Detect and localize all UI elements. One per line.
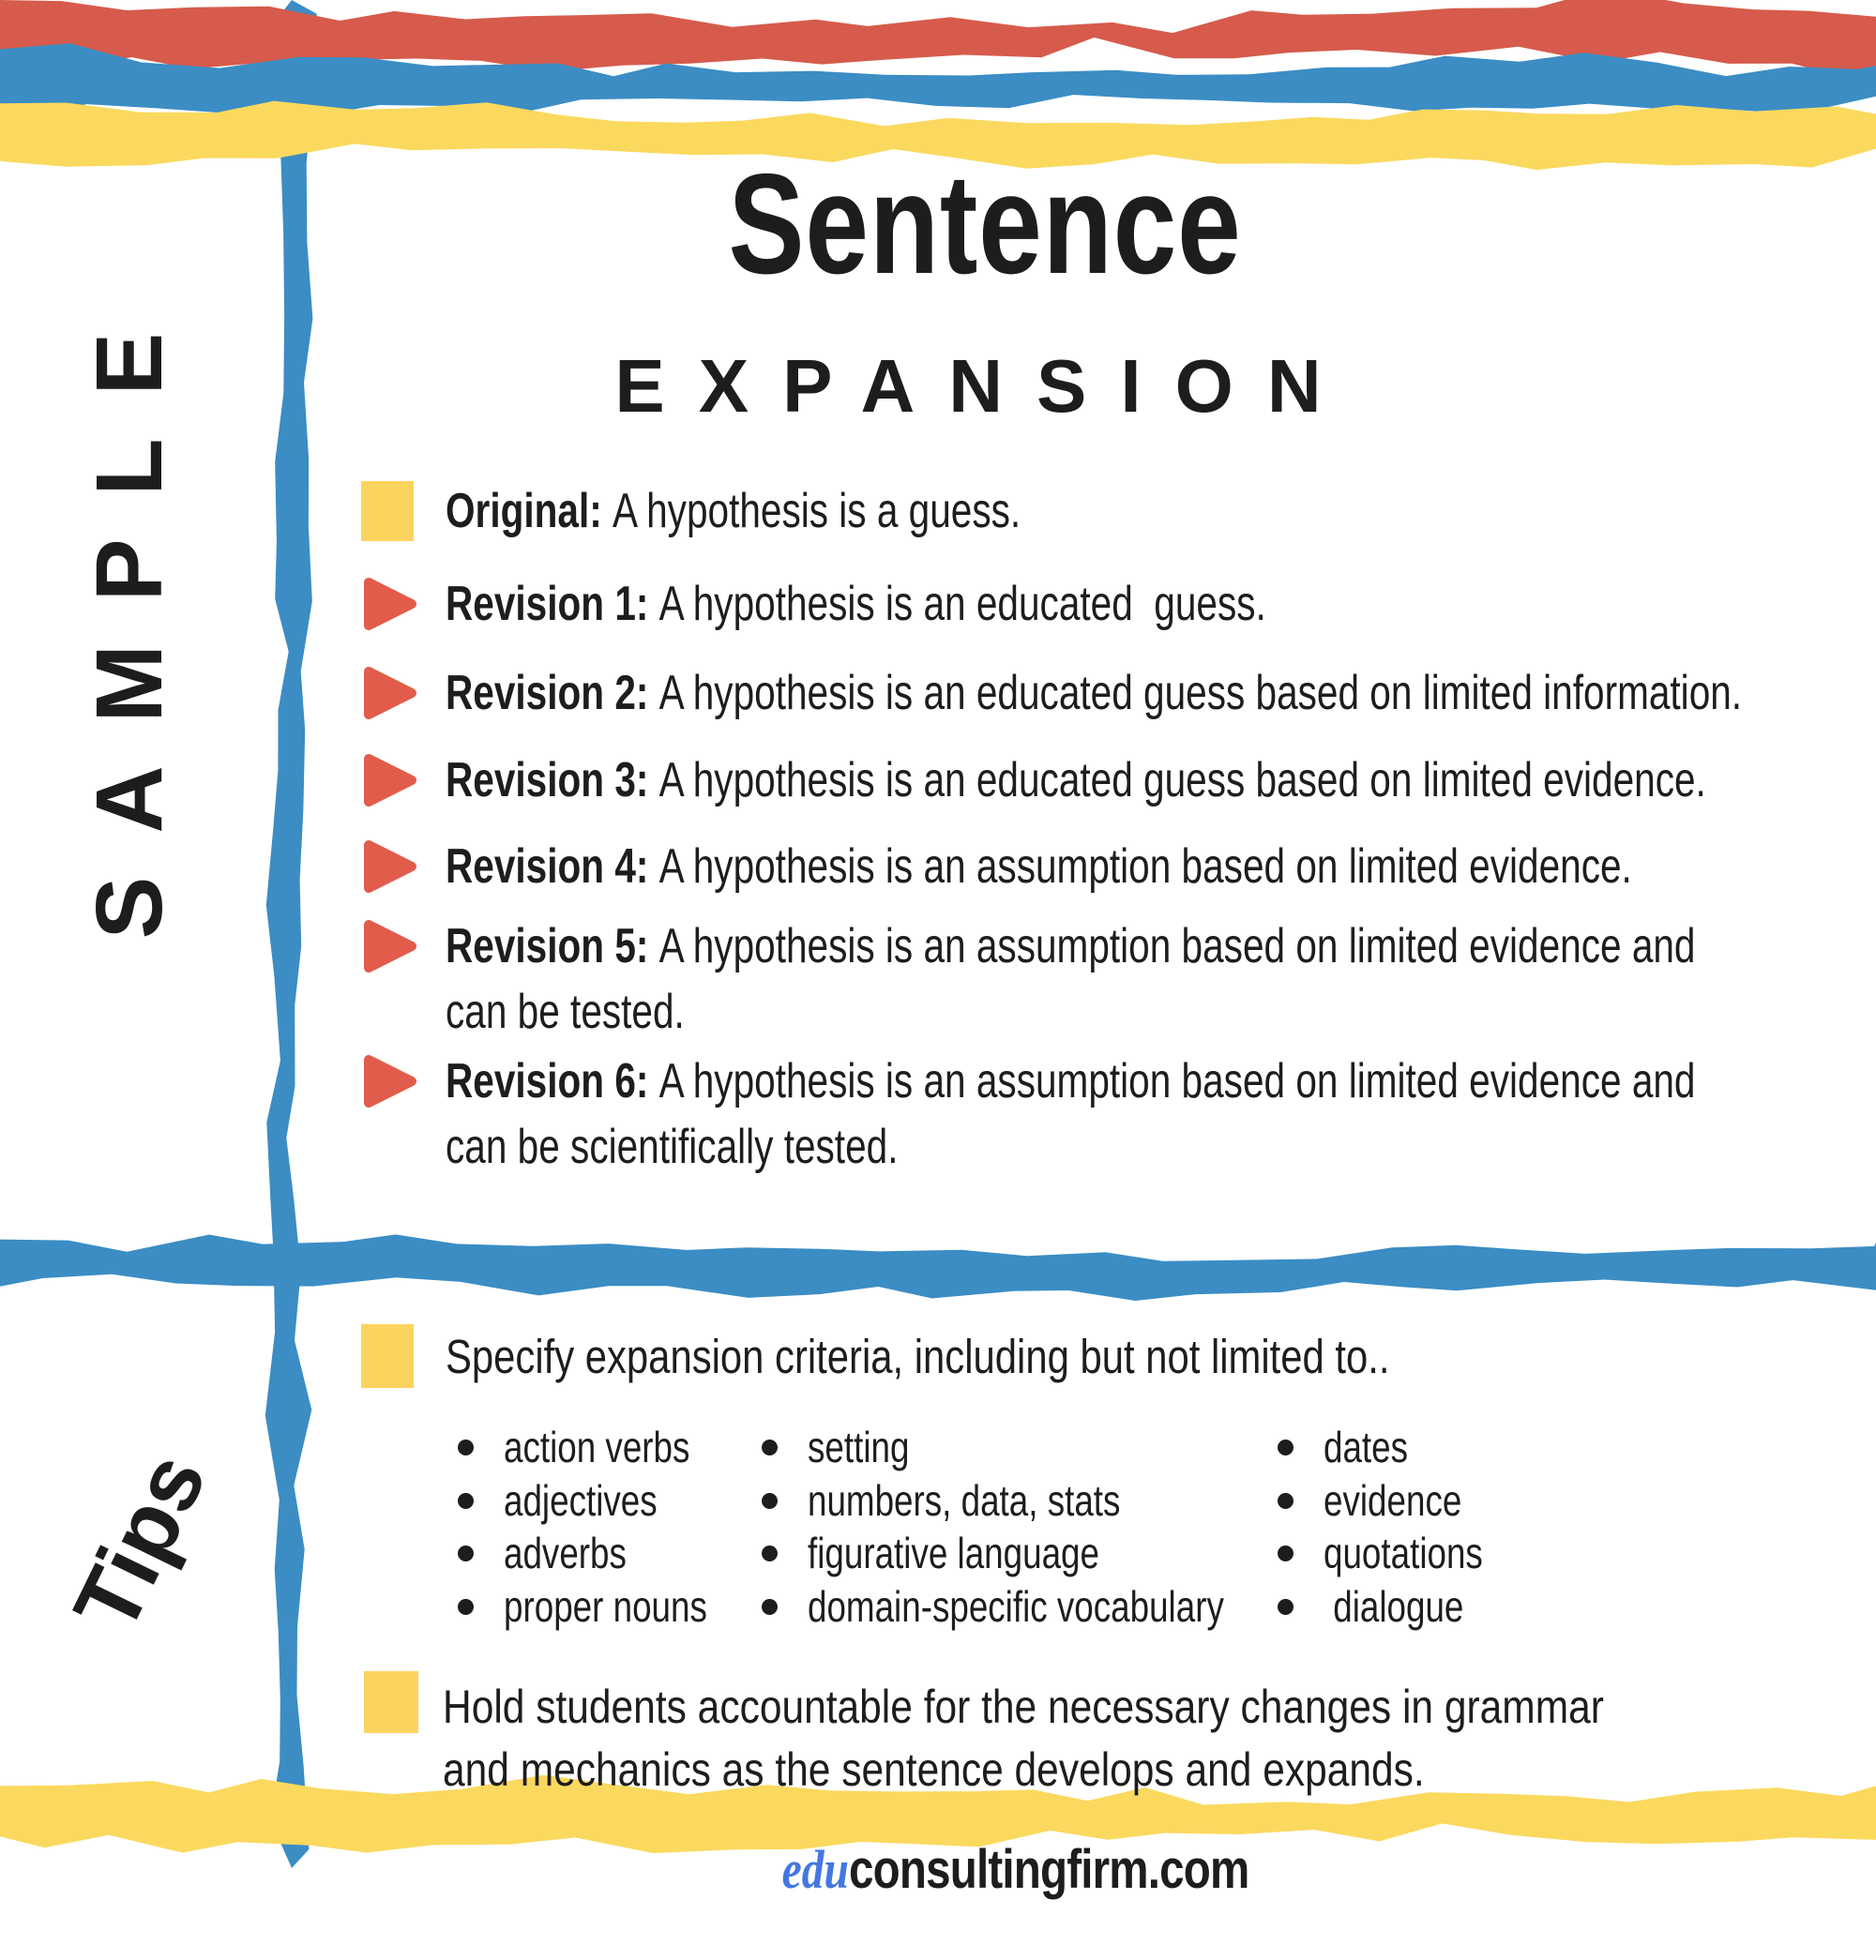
row-text: Revision 4: A hypothesis is an assumptio… (446, 837, 1632, 897)
triangle-bullet-icon (364, 840, 416, 893)
poster-content: Sentence EXPANSION SAMPLE Tips Original:… (0, 144, 1876, 1900)
criteria-item: adjectives (458, 1472, 696, 1529)
row-text: Revision 1: A hypothesis is an educated … (446, 574, 1266, 634)
sample-row: Revision 2: A hypothesis is an educated … (0, 663, 1876, 723)
dot-bullet-icon (458, 1492, 474, 1509)
criteria-text: action verbs (504, 1423, 690, 1471)
row-text: Revision 2: A hypothesis is an educated … (446, 663, 1742, 723)
criteria-item: proper nouns (458, 1578, 758, 1635)
criteria-item: action verbs (458, 1419, 736, 1475)
square-bullet-icon (364, 1671, 418, 1733)
criteria-item: adverbs (458, 1525, 658, 1581)
row-text: Original: A hypothesis is a guess. (446, 481, 1021, 541)
poster: { "page": { "title_line1": "Sentence", "… (0, 0, 1876, 1900)
row-label: Revision 5: (446, 919, 659, 973)
brand-prefix: edu (781, 1839, 849, 1900)
page-subtitle: EXPANSION (614, 344, 1355, 428)
criteria-item: setting (762, 1419, 935, 1475)
row-label: Revision 1: (446, 577, 659, 631)
criteria-item: dialogue (1278, 1578, 1499, 1635)
row-label: Revision 3: (446, 753, 659, 807)
criteria-item: figurative language (762, 1525, 1172, 1581)
row-sentence: A hypothesis is an assumption based on l… (658, 839, 1632, 894)
criteria-item: domain-specific vocabulary (762, 1578, 1328, 1635)
dot-bullet-icon (458, 1598, 474, 1615)
sample-row: Revision 1: A hypothesis is an educated … (0, 574, 1876, 634)
sample-row-wrap-line: can be scientifically tested. (0, 1117, 1876, 1177)
criteria-item: evidence (1278, 1472, 1496, 1529)
row-sentence: A hypothesis is an educated guess based … (658, 666, 1743, 720)
criteria-text: domain-specific vocabulary (808, 1582, 1224, 1631)
note-text: Hold students accountable for the necess… (443, 1681, 1604, 1733)
criteria-text: setting (808, 1423, 910, 1471)
sample-row-wrap-line: can be tested. (0, 982, 1876, 1042)
tips-intro-text: Specify expansion criteria, including bu… (446, 1330, 1390, 1383)
row-sentence-line2: can be tested. (446, 985, 685, 1039)
triangle-bullet-icon (364, 920, 416, 972)
square-bullet-icon (361, 481, 414, 541)
criteria-text: proper nouns (504, 1582, 707, 1631)
triangle-bullet-icon (364, 667, 416, 719)
triangle-bullet-icon (364, 578, 416, 630)
dot-bullet-icon (1278, 1545, 1294, 1561)
tips-intro-row: Specify expansion criteria, including bu… (0, 1324, 1876, 1388)
dot-bullet-icon (762, 1492, 778, 1509)
page-title: Sentence (728, 144, 1242, 304)
dot-bullet-icon (458, 1545, 474, 1561)
row-sentence: A hypothesis is a guess. (613, 484, 1021, 538)
brand-rest: consultingfirm.com (848, 1839, 1249, 1900)
row-label: Revision 4: (446, 839, 659, 894)
criteria-text: adverbs (504, 1529, 627, 1577)
sample-row: Revision 6: A hypothesis is an assumptio… (0, 1051, 1876, 1111)
square-bullet-icon (361, 1324, 414, 1388)
criteria-item: numbers, data, stats (762, 1472, 1199, 1529)
criteria-item: dates (1278, 1419, 1430, 1475)
criteria-text: numbers, data, stats (808, 1476, 1121, 1525)
dot-bullet-icon (762, 1439, 778, 1455)
dot-bullet-icon (762, 1598, 778, 1615)
dot-bullet-icon (1278, 1598, 1294, 1615)
dot-bullet-icon (762, 1545, 778, 1561)
row-sentence: A hypothesis is an assumption based on l… (658, 919, 1696, 973)
sample-row: Revision 4: A hypothesis is an assumptio… (0, 837, 1876, 897)
note-row-line1: Hold students accountable for the necess… (0, 1677, 1876, 1737)
criteria-text: evidence (1324, 1476, 1462, 1525)
row-text: Revision 5: A hypothesis is an assumptio… (446, 916, 1695, 976)
criteria-text: adjectives (504, 1476, 658, 1525)
criteria-item: quotations (1278, 1525, 1522, 1581)
triangle-bullet-icon (364, 1055, 416, 1108)
row-label: Original: (446, 484, 613, 538)
criteria-text: dialogue (1324, 1582, 1464, 1631)
dot-bullet-icon (1278, 1492, 1294, 1509)
triangle-bullet-icon (364, 754, 416, 807)
dot-bullet-icon (1278, 1439, 1294, 1455)
row-sentence: A hypothesis is an educated guess. (658, 577, 1266, 631)
criteria-text: figurative language (808, 1529, 1099, 1577)
sample-row: Revision 3: A hypothesis is an educated … (0, 750, 1876, 810)
criteria-text: dates (1324, 1423, 1409, 1471)
row-sentence: A hypothesis is an educated guess based … (658, 753, 1706, 807)
row-label: Revision 6: (446, 1054, 659, 1108)
sample-row: Revision 5: A hypothesis is an assumptio… (0, 916, 1876, 976)
tips-section-label: Tips (54, 1438, 226, 1648)
row-sentence-line2: can be scientifically tested. (446, 1120, 899, 1174)
footer-brand: educonsultingfirm.com (310, 1780, 1660, 1900)
row-label: Revision 2: (446, 666, 659, 720)
row-text: Revision 6: A hypothesis is an assumptio… (446, 1051, 1695, 1111)
criteria-text: quotations (1324, 1529, 1483, 1577)
row-text: Revision 3: A hypothesis is an educated … (446, 750, 1706, 810)
row-sentence: A hypothesis is an assumption based on l… (658, 1054, 1696, 1108)
dot-bullet-icon (458, 1439, 474, 1455)
sample-row: Original: A hypothesis is a guess. (0, 481, 1876, 541)
